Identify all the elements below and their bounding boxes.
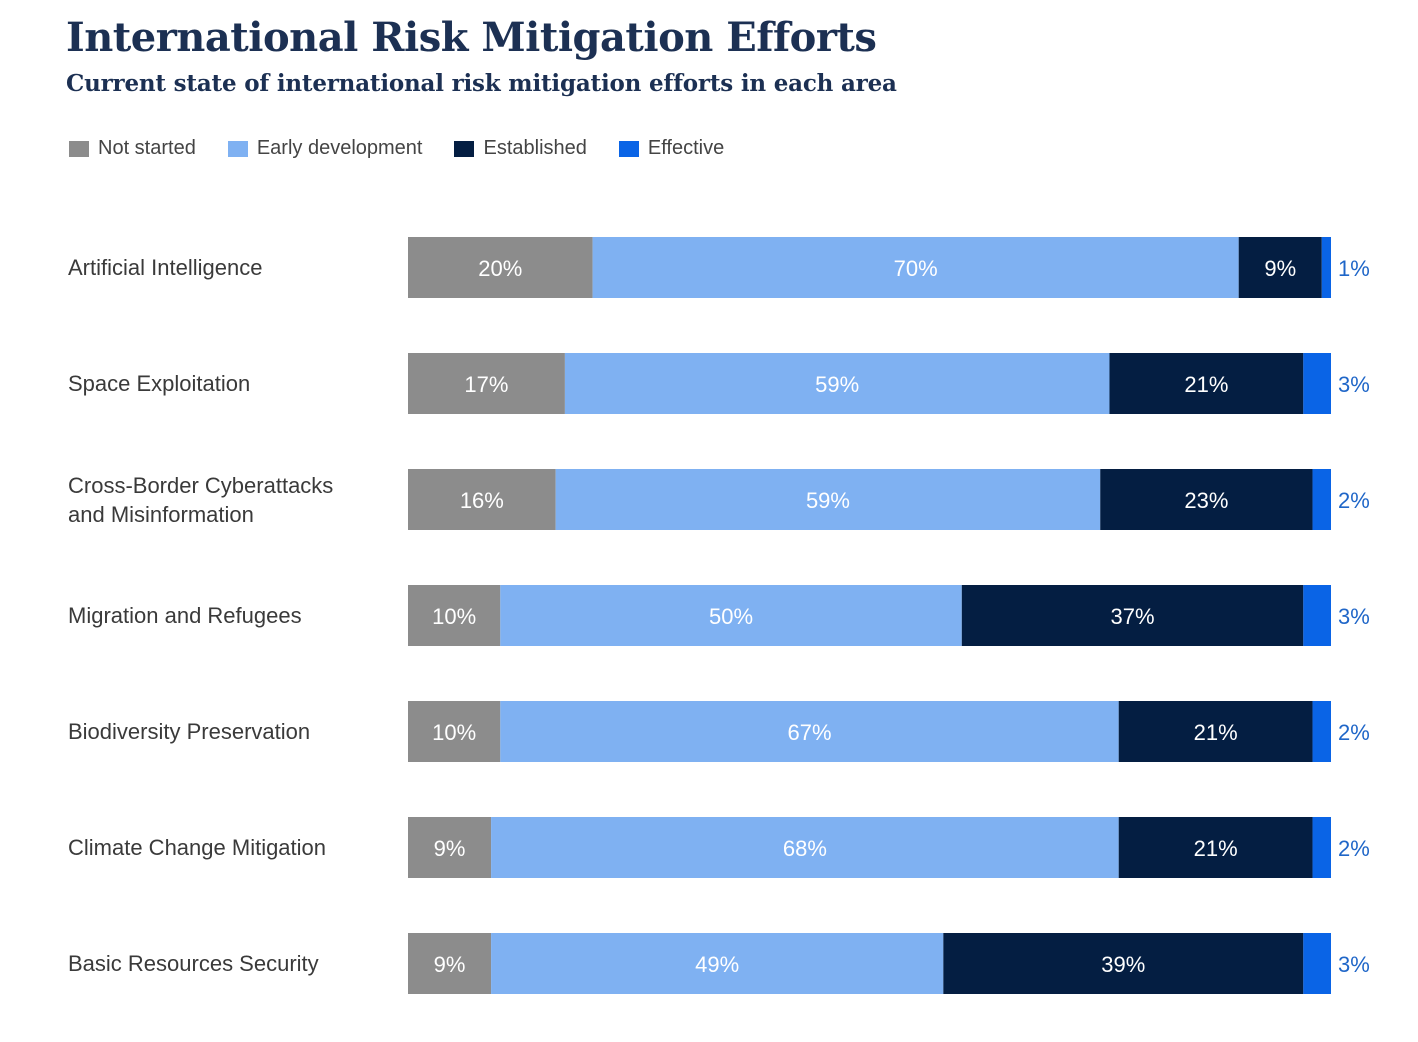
- bar-segment-effective: [1321, 237, 1331, 298]
- data-label: 49%: [695, 952, 739, 977]
- data-label: 9%: [434, 836, 466, 861]
- category-label: Cross-Border Cyberattacks and Misinformat…: [68, 471, 333, 529]
- bar-segment-not-started: [408, 585, 501, 646]
- data-label: 23%: [1184, 488, 1228, 513]
- legend-swatch: [227, 140, 248, 157]
- bar-segment-early-development: [564, 353, 1110, 414]
- data-label: 2%: [1338, 836, 1370, 861]
- category-label: Basic Resources Security: [68, 949, 319, 978]
- bar-segment-effective: [1312, 701, 1331, 762]
- bar-segment-established: [943, 933, 1304, 994]
- category-label-line: Artificial Intelligence: [68, 255, 263, 280]
- bar-segment-established: [1118, 817, 1313, 878]
- category-label: Space Exploitation: [68, 369, 250, 398]
- data-label: 10%: [432, 604, 476, 629]
- bar-segment-effective: [1303, 933, 1331, 994]
- bar-segment-established: [1100, 469, 1313, 530]
- category-label-line: Cross-Border Cyberattacks: [68, 472, 334, 498]
- bar-segment-early-development: [491, 817, 1119, 878]
- legend-item-early-development: Early development: [227, 137, 423, 160]
- legend: Not started Early development Establishe…: [69, 137, 756, 160]
- data-label: 9%: [1264, 256, 1296, 281]
- category-label: Migration and Refugees: [68, 601, 302, 630]
- category-label-line: and Misinformation: [68, 501, 254, 527]
- bar-segment-not-started: [408, 237, 593, 298]
- bar-segment-established: [961, 585, 1304, 646]
- bar-segment-early-development: [555, 469, 1101, 530]
- bar-segment-not-started: [408, 933, 492, 994]
- legend-item-established: Established: [454, 137, 587, 160]
- bar-segment-effective: [1312, 817, 1331, 878]
- data-label: 2%: [1338, 720, 1370, 745]
- data-label: 16%: [460, 488, 504, 513]
- data-label: 20%: [478, 256, 522, 281]
- category-label: Biodiversity Preservation: [68, 717, 310, 746]
- legend-label: Early development: [256, 137, 423, 159]
- bar-segment-not-started: [408, 469, 556, 530]
- data-label: 59%: [815, 372, 859, 397]
- data-label: 70%: [894, 256, 938, 281]
- chart-subtitle: Current state of international risk miti…: [66, 70, 897, 97]
- data-label: 10%: [432, 720, 476, 745]
- bar-segment-not-started: [408, 353, 565, 414]
- category-label-line: Biodiversity Preservation: [68, 719, 311, 744]
- bar-segment-not-started: [408, 701, 501, 762]
- data-label: 39%: [1101, 952, 1145, 977]
- data-label: 3%: [1338, 952, 1370, 977]
- category-label: Artificial Intelligence: [68, 253, 262, 282]
- data-label: 50%: [709, 604, 753, 629]
- legend-swatch: [69, 140, 89, 157]
- legend-label: Not started: [98, 137, 196, 159]
- data-label: 21%: [1194, 836, 1238, 861]
- bar-segment-effective: [1312, 469, 1331, 530]
- bar-segment-established: [1118, 701, 1313, 762]
- legend-label: Established: [483, 137, 587, 159]
- data-label: 9%: [434, 952, 466, 977]
- category-label-line: Basic Resources Security: [68, 951, 319, 976]
- data-label: 59%: [806, 488, 850, 513]
- category-label: Climate Change Mitigation: [68, 833, 326, 862]
- legend-label: Effective: [647, 137, 725, 159]
- bar-segment-established: [1109, 353, 1304, 414]
- chart-title: International Risk Mitigation Efforts: [66, 14, 877, 61]
- data-label: 68%: [783, 836, 827, 861]
- data-label: 37%: [1111, 604, 1155, 629]
- bar-segment-effective: [1303, 585, 1331, 646]
- data-label: 21%: [1194, 720, 1238, 745]
- category-label-line: Migration and Refugees: [68, 603, 302, 628]
- bar-segment-established: [1238, 237, 1322, 298]
- bar-segment-early-development: [500, 585, 962, 646]
- data-label: 1%: [1338, 256, 1370, 281]
- legend-item-not-started: Not started: [69, 137, 196, 160]
- category-label-line: Climate Change Mitigation: [68, 835, 327, 860]
- legend-item-effective: Effective: [618, 137, 725, 160]
- legend-swatch: [618, 140, 639, 157]
- data-label: 21%: [1184, 372, 1228, 397]
- data-label: 2%: [1338, 488, 1370, 513]
- bar-segment-early-development: [592, 237, 1239, 298]
- data-label: 67%: [787, 720, 831, 745]
- category-label-line: Space Exploitation: [68, 371, 251, 396]
- bar-segment-not-started: [408, 817, 492, 878]
- bar-segment-early-development: [500, 701, 1119, 762]
- data-label: 3%: [1338, 604, 1370, 629]
- data-label: 17%: [464, 372, 508, 397]
- legend-swatch: [454, 140, 475, 157]
- bar-segment-early-development: [491, 933, 944, 994]
- bar-segment-effective: [1303, 353, 1331, 414]
- data-label: 3%: [1338, 372, 1370, 397]
